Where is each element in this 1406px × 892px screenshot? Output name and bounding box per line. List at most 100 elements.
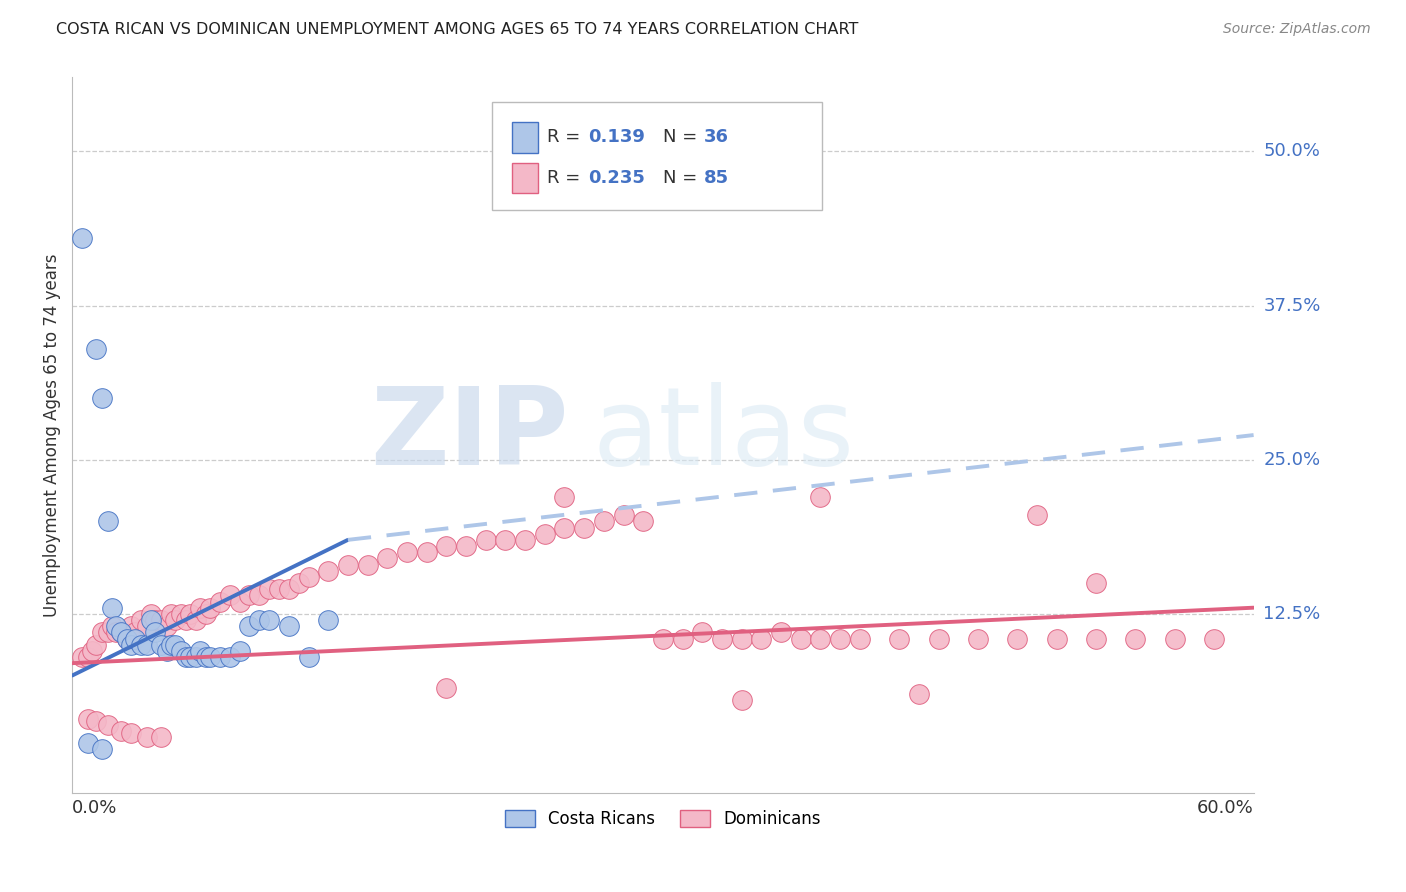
Point xyxy=(849,632,872,646)
Point xyxy=(84,638,107,652)
Point xyxy=(228,644,250,658)
Point xyxy=(186,650,208,665)
Point xyxy=(84,714,107,728)
Point xyxy=(90,391,112,405)
Point xyxy=(1046,632,1069,646)
Text: 25.0%: 25.0% xyxy=(1264,450,1320,468)
Point xyxy=(124,625,146,640)
Point xyxy=(110,625,132,640)
Point xyxy=(592,514,614,528)
Point xyxy=(70,650,93,665)
Point xyxy=(90,625,112,640)
Point xyxy=(631,514,654,528)
Point xyxy=(1204,632,1226,646)
Y-axis label: Unemployment Among Ages 65 to 74 years: Unemployment Among Ages 65 to 74 years xyxy=(44,253,60,616)
Point xyxy=(129,638,152,652)
Point xyxy=(889,632,911,646)
Point xyxy=(967,632,990,646)
Point xyxy=(751,632,773,646)
Point xyxy=(120,726,142,740)
Text: R =: R = xyxy=(547,169,586,186)
Point xyxy=(1007,632,1029,646)
Point xyxy=(136,730,159,744)
Point xyxy=(159,607,181,621)
Point xyxy=(247,588,270,602)
Point xyxy=(218,650,240,665)
Text: R =: R = xyxy=(547,128,586,145)
Point xyxy=(143,625,166,640)
Point xyxy=(77,650,100,665)
Point xyxy=(120,638,142,652)
Point xyxy=(474,533,496,547)
Point xyxy=(117,632,139,646)
Text: 0.235: 0.235 xyxy=(589,169,645,186)
Point xyxy=(163,638,186,652)
Point xyxy=(257,613,280,627)
Point xyxy=(179,650,201,665)
Point xyxy=(198,650,221,665)
Point xyxy=(143,613,166,627)
Point xyxy=(770,625,793,640)
Point xyxy=(316,613,339,627)
Point xyxy=(136,619,159,633)
Point xyxy=(810,490,832,504)
Point xyxy=(156,619,179,633)
Point xyxy=(179,607,201,621)
Point xyxy=(1026,508,1049,523)
FancyBboxPatch shape xyxy=(492,103,823,210)
Point xyxy=(553,520,575,534)
Point xyxy=(97,625,120,640)
Point xyxy=(267,582,290,597)
Point xyxy=(104,619,127,633)
Point xyxy=(711,632,734,646)
Point xyxy=(830,632,852,646)
Text: 12.5%: 12.5% xyxy=(1264,605,1320,623)
Point xyxy=(572,520,595,534)
Point xyxy=(139,613,162,627)
Point xyxy=(238,619,260,633)
Text: 36: 36 xyxy=(704,128,730,145)
Point xyxy=(434,681,457,695)
Point xyxy=(100,600,122,615)
Point xyxy=(117,632,139,646)
Point xyxy=(120,619,142,633)
Point xyxy=(156,644,179,658)
Point xyxy=(149,613,172,627)
Text: 85: 85 xyxy=(704,169,730,186)
Point xyxy=(208,594,231,608)
FancyBboxPatch shape xyxy=(512,163,537,194)
Point xyxy=(1085,632,1108,646)
Point xyxy=(316,564,339,578)
Point xyxy=(228,594,250,608)
Point xyxy=(129,613,152,627)
Point xyxy=(149,638,172,652)
Point xyxy=(104,625,127,640)
Point xyxy=(612,508,634,523)
Text: 0.0%: 0.0% xyxy=(72,799,118,817)
Point xyxy=(513,533,536,547)
Point xyxy=(110,625,132,640)
Point xyxy=(208,650,231,665)
Point xyxy=(77,736,100,750)
Point xyxy=(186,613,208,627)
Point xyxy=(80,644,103,658)
Point xyxy=(70,231,93,245)
Text: Source: ZipAtlas.com: Source: ZipAtlas.com xyxy=(1223,22,1371,37)
Point xyxy=(97,718,120,732)
Point xyxy=(77,712,100,726)
Point xyxy=(247,613,270,627)
Text: N =: N = xyxy=(662,169,703,186)
Point xyxy=(149,730,172,744)
Point xyxy=(163,613,186,627)
Point xyxy=(415,545,437,559)
Point xyxy=(176,613,198,627)
Text: atlas: atlas xyxy=(592,382,853,488)
Point xyxy=(297,650,319,665)
Point xyxy=(1085,576,1108,591)
Point xyxy=(434,539,457,553)
Point xyxy=(336,558,359,572)
Text: ZIP: ZIP xyxy=(370,382,568,488)
Point xyxy=(731,632,754,646)
Point xyxy=(375,551,398,566)
Point xyxy=(454,539,477,553)
